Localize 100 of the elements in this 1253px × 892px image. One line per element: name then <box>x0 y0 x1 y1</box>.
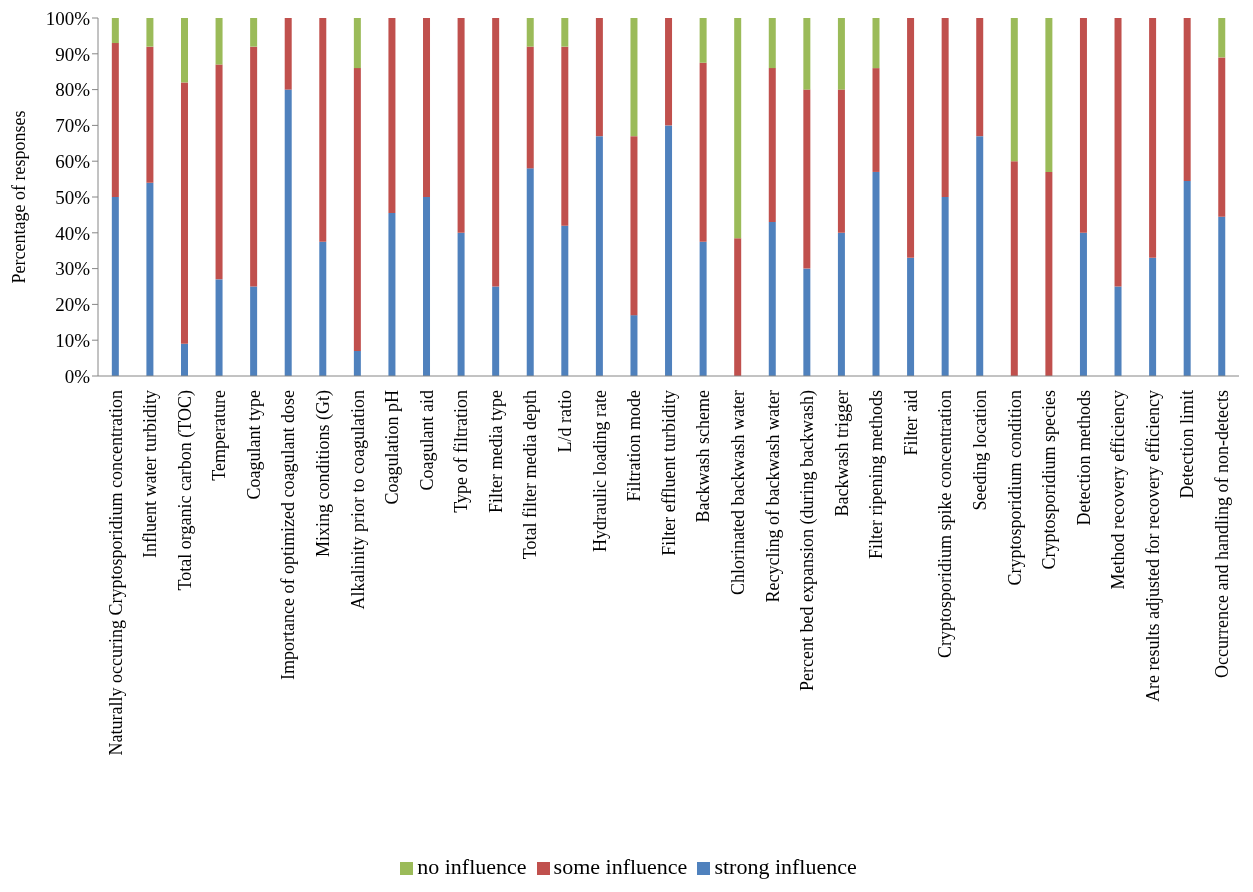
bar <box>630 136 638 316</box>
y-tick-label: 100% <box>45 7 91 29</box>
bar <box>1149 18 1157 258</box>
bar <box>423 197 431 376</box>
bar <box>180 82 188 344</box>
x-tick-label: Filtration mode <box>624 390 645 502</box>
bar <box>388 213 396 376</box>
bar <box>1149 257 1157 376</box>
bar <box>872 68 880 172</box>
bar <box>561 18 569 47</box>
x-tick-label: Importance of optimized coagulant dose <box>278 390 299 680</box>
x-tick-label: Alkalinity prior to coagulation <box>347 390 368 610</box>
bar <box>803 89 811 269</box>
bar <box>1183 18 1191 181</box>
bar <box>976 18 984 137</box>
y-tick-label: 30% <box>55 258 91 280</box>
legend-label: some influence <box>553 854 688 879</box>
bar <box>250 18 258 47</box>
bar <box>665 125 673 376</box>
y-tick-label: 80% <box>55 79 91 101</box>
bar <box>215 18 223 65</box>
bar <box>457 18 465 233</box>
x-tick-label: Method recovery efficiency <box>1108 390 1129 590</box>
bar <box>1218 57 1226 217</box>
bar <box>250 46 258 287</box>
bar <box>353 350 361 376</box>
bar <box>1079 232 1087 376</box>
bar <box>146 18 154 47</box>
bar <box>319 241 327 376</box>
bar <box>595 18 603 137</box>
bar <box>665 18 673 126</box>
bar <box>768 222 776 376</box>
legend-label: no influence <box>417 854 527 879</box>
bar <box>1010 18 1018 162</box>
bar <box>492 286 500 376</box>
bar <box>111 43 119 197</box>
bar <box>180 18 188 83</box>
y-tick-label: 10% <box>55 329 91 351</box>
bar <box>907 257 915 376</box>
x-tick-label: Influent water turbidity <box>140 390 161 558</box>
bar <box>595 136 603 376</box>
bar <box>872 18 880 69</box>
bar <box>111 18 119 44</box>
bar <box>768 68 776 223</box>
bar <box>146 46 154 183</box>
x-tick-label: Chlorinated backwash water <box>727 390 748 595</box>
bar <box>423 18 431 197</box>
bar <box>1045 171 1053 376</box>
y-axis-title: Percentage of responses <box>9 110 30 284</box>
bar <box>803 18 811 90</box>
bar <box>284 89 292 376</box>
x-tick-label: Coagulation pH <box>382 390 403 505</box>
bar <box>353 68 361 351</box>
bar <box>837 18 845 90</box>
bar <box>250 286 258 376</box>
y-tick-label: 50% <box>55 186 91 208</box>
bar <box>941 197 949 376</box>
x-tick-label: Filter effluent turbidity <box>658 390 679 556</box>
x-tick-label: Percent bed expansion (during backwash) <box>797 390 819 691</box>
bar <box>734 238 742 376</box>
bar <box>111 197 119 376</box>
x-tick-label: Total filter media depth <box>520 390 541 560</box>
x-tick-label: Filter ripening methods <box>866 390 887 559</box>
x-tick-label: Filter aid <box>900 390 921 456</box>
bar <box>215 64 223 280</box>
bar <box>734 18 742 239</box>
y-tick-label: 0% <box>64 365 91 387</box>
bar <box>630 315 638 376</box>
bar <box>388 18 396 214</box>
y-tick-label: 60% <box>55 150 91 172</box>
x-tick-label: Coagulant type <box>243 390 264 500</box>
x-tick-label: Naturally occuring Cryptosporidium concentration <box>105 390 126 756</box>
x-tick-label: Type of filtration <box>451 390 472 513</box>
x-tick-label: Filter media type <box>485 389 506 513</box>
bar <box>284 18 292 90</box>
bar <box>146 182 154 376</box>
bar <box>699 62 707 242</box>
x-tick-label: Seeding location <box>969 390 990 511</box>
bar <box>837 232 845 376</box>
x-tick-label: Coagulant aid <box>416 390 437 491</box>
x-tick-label: Cryptosporidium condition <box>1004 390 1025 586</box>
x-tick-label: Cryptosporidium species <box>1039 390 1060 570</box>
bar <box>215 279 223 376</box>
x-tick-label: Are results adjusted for recovery efficiency <box>1142 390 1163 703</box>
bar <box>872 171 880 376</box>
bar <box>526 168 534 376</box>
bar <box>1114 286 1122 376</box>
bar <box>319 18 327 242</box>
bar <box>803 268 811 376</box>
bar <box>1218 18 1226 58</box>
bar <box>353 18 361 69</box>
bar <box>907 18 915 258</box>
y-tick-label: 90% <box>55 43 91 65</box>
bar <box>561 46 569 226</box>
bar <box>1079 18 1087 233</box>
bar <box>1183 180 1191 376</box>
y-tick-label: 70% <box>55 115 91 137</box>
legend-label: strong influence <box>714 854 857 879</box>
bar <box>1218 216 1226 376</box>
bar <box>941 18 949 197</box>
